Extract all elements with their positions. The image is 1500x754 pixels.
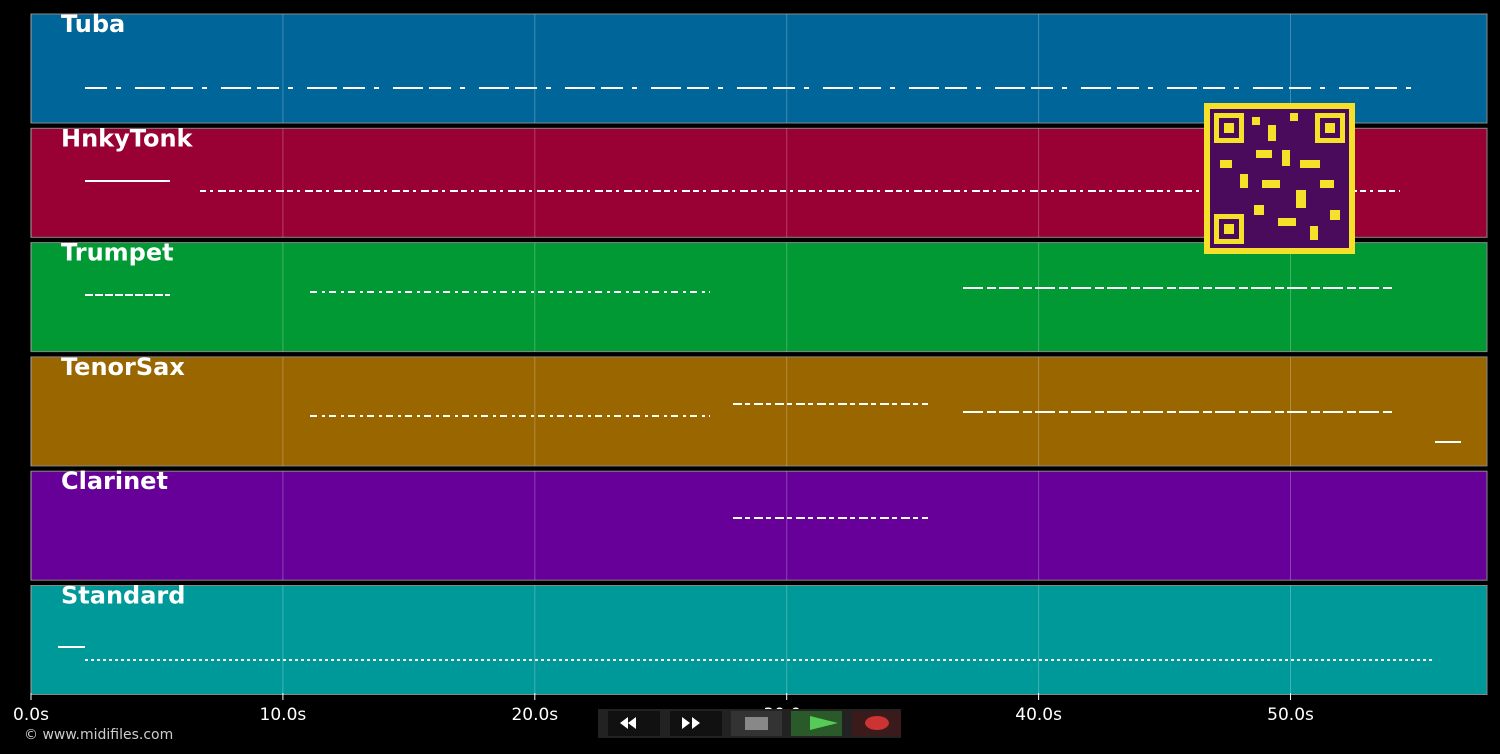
stop-button[interactable] [731,711,782,736]
tick-label: 50.0s [1267,705,1314,725]
forward-button[interactable] [670,711,722,736]
transport-controls [598,709,901,738]
track-name: Tuba [61,10,125,38]
tick-label: 20.0s [511,705,558,725]
play-button[interactable] [791,711,842,736]
track-lane [30,242,1488,353]
track-lane [30,585,1488,695]
track-name: TenorSax [61,353,185,381]
footer: © www.midifiles.com [24,727,173,743]
tick-label: 10.0s [260,705,307,725]
track-name: Trumpet [61,239,174,267]
tick-label: 0.0s [13,705,49,725]
tick-label: 40.0s [1015,705,1062,725]
tracks: Tuba HnkyTonk Trumpet TenorSax Clarinet Stand… [30,10,1488,695]
record-button[interactable] [852,711,901,736]
notes [58,87,1461,661]
rewind-button[interactable] [608,711,660,736]
qr-code [1204,103,1355,254]
track-lane [30,470,1488,581]
track-name: Clarinet [61,467,168,495]
track-name: HnkyTonk [61,124,194,152]
track-name: Standard [61,582,185,610]
